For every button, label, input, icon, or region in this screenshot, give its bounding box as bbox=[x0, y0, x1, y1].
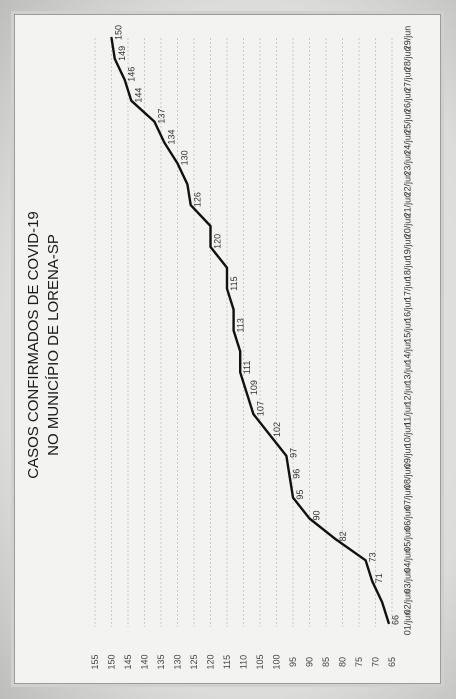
y-tick-label: 110 bbox=[239, 655, 249, 669]
data-label: 120 bbox=[213, 234, 223, 249]
x-tick-label: 20/jun bbox=[402, 214, 412, 239]
x-axis-ticks: 01/jun02/jun03/jun04/jun05/jun06/jun07/j… bbox=[402, 26, 412, 636]
x-tick-label: 27/jun bbox=[402, 68, 412, 93]
data-label: 95 bbox=[295, 490, 305, 500]
x-tick-label: 18/jun bbox=[402, 256, 412, 281]
x-tick-label: 09/jun bbox=[402, 444, 412, 469]
data-labels: 66 71 73 82 90 95 96 97 102 107 109 111 113 115 120 126… bbox=[114, 25, 401, 625]
data-label: 71 bbox=[374, 573, 384, 583]
y-tick-label: 75 bbox=[354, 657, 364, 667]
x-tick-label: 21/jun bbox=[402, 193, 412, 218]
y-tick-label: 85 bbox=[321, 657, 331, 667]
y-tick-label: 115 bbox=[222, 655, 232, 669]
y-tick-label: 95 bbox=[288, 657, 298, 667]
data-label: 126 bbox=[193, 192, 203, 207]
x-tick-label: 22/jun bbox=[402, 172, 412, 197]
x-tick-label: 23/jun bbox=[402, 151, 412, 176]
x-tick-label: 12/jun bbox=[402, 381, 412, 406]
y-tick-label: 150 bbox=[107, 654, 117, 669]
y-tick-label: 90 bbox=[305, 657, 315, 667]
x-tick-label: 15/jun bbox=[402, 318, 412, 343]
x-tick-label: 06/jun bbox=[402, 506, 412, 531]
data-label: 96 bbox=[292, 469, 302, 479]
y-axis-ticks: 65 70 75 80 85 90 95 100 105 110 115 120 125 130 135 14… bbox=[90, 654, 397, 669]
x-tick-label: 05/jun bbox=[402, 527, 412, 552]
x-tick-label: 16/jun bbox=[402, 297, 412, 322]
x-tick-label: 19/jun bbox=[402, 235, 412, 260]
x-tick-label: 14/jun bbox=[402, 339, 412, 364]
x-tick-label: 07/jun bbox=[402, 485, 412, 510]
y-tick-label: 155 bbox=[90, 654, 100, 669]
x-tick-label: 26/jun bbox=[402, 88, 412, 113]
y-tick-label: 70 bbox=[371, 657, 381, 667]
data-label: 134 bbox=[166, 129, 176, 144]
data-label: 107 bbox=[255, 401, 265, 416]
data-label: 113 bbox=[236, 318, 246, 332]
chart-subtitle: NO MUNICÍPIO DE LORENA-SP bbox=[45, 234, 62, 456]
data-label: 115 bbox=[229, 276, 239, 290]
data-label: 111 bbox=[242, 361, 252, 375]
y-tick-label: 105 bbox=[255, 654, 265, 669]
data-label: 149 bbox=[117, 46, 127, 61]
data-label: 146 bbox=[127, 67, 137, 82]
y-tick-label: 135 bbox=[156, 654, 166, 669]
y-tick-label: 65 bbox=[387, 657, 397, 667]
x-tick-label: 01/jun bbox=[402, 611, 412, 636]
chart-title: CASOS CONFIRMADOS DE COVID-19 bbox=[25, 211, 42, 479]
data-label: 150 bbox=[114, 25, 124, 40]
data-label: 102 bbox=[272, 422, 282, 437]
data-label: 66 bbox=[391, 615, 401, 625]
y-tick-label: 80 bbox=[338, 657, 348, 667]
data-label: 130 bbox=[180, 150, 190, 165]
x-tick-label: 28/jun bbox=[402, 47, 412, 72]
x-tick-label: 25/jun bbox=[402, 109, 412, 134]
data-label: 144 bbox=[133, 88, 143, 103]
data-label: 73 bbox=[368, 552, 378, 562]
x-tick-label: 11/jun bbox=[402, 402, 412, 426]
x-tick-label: 13/jun bbox=[402, 360, 412, 385]
x-tick-label: 10/jun bbox=[402, 423, 412, 448]
x-tick-label: 02/jun bbox=[402, 590, 412, 615]
x-tick-label: 17/jun bbox=[402, 276, 412, 301]
y-tick-label: 130 bbox=[173, 654, 183, 669]
x-tick-label: 03/jun bbox=[402, 569, 412, 594]
data-label: 97 bbox=[288, 448, 298, 458]
data-label: 109 bbox=[249, 380, 259, 395]
x-tick-label: 24/jun bbox=[402, 130, 412, 155]
y-tick-label: 145 bbox=[123, 654, 133, 669]
data-label: 137 bbox=[156, 109, 166, 124]
series-line bbox=[110, 36, 390, 625]
x-tick-label: 08/jun bbox=[402, 464, 412, 489]
data-label: 82 bbox=[338, 531, 348, 541]
x-tick-label: 29/jun bbox=[402, 26, 412, 51]
y-tick-label: 100 bbox=[272, 654, 282, 669]
y-tick-label: 140 bbox=[140, 654, 150, 669]
y-tick-label: 125 bbox=[189, 654, 199, 669]
y-tick-label: 120 bbox=[206, 654, 216, 669]
data-label: 90 bbox=[312, 511, 322, 521]
x-tick-label: 04/jun bbox=[402, 548, 412, 573]
